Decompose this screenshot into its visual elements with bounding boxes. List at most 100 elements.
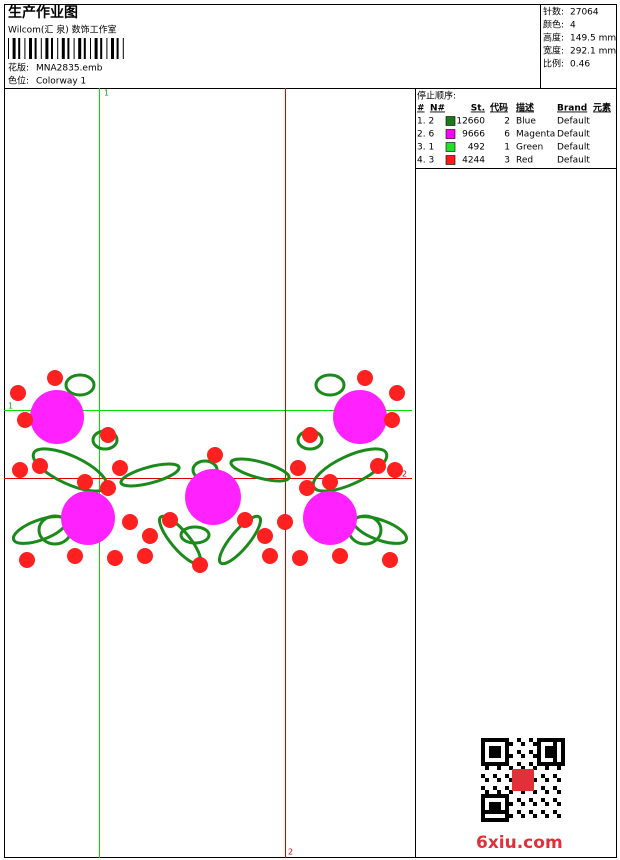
qr-cell [493,762,497,766]
subtitle: Wilcom(汇 泉) 数饰工作室 [8,24,117,36]
leaf [229,457,291,483]
berry [389,385,405,401]
qr-cell [557,802,561,806]
bar [57,38,59,59]
leaf [218,514,262,566]
qr-cell [553,754,557,758]
qr-cell [533,790,537,794]
qr-cell [505,806,509,810]
qr-cell [505,802,509,806]
berry [299,480,315,496]
bar [45,38,49,59]
qr-cell [505,746,509,750]
qr-cell [505,738,509,742]
berry [100,427,116,443]
qr-cell [489,818,493,822]
qr-cell [505,750,509,754]
qr-cell [505,742,509,746]
qr-cell [553,810,557,814]
qr-cell [481,762,485,766]
brand: Default [557,130,590,140]
frame [4,4,617,858]
guide-label: 2 [402,470,407,479]
qr-cell [521,814,525,818]
qr-cell [501,810,505,814]
qr-cell [493,818,497,822]
bar [67,38,70,59]
berry [112,460,128,476]
qr-cell [541,798,545,802]
column-header: 代码 [489,102,508,114]
qr-cell [493,750,497,754]
qr-cell [509,742,513,746]
qr-cell [545,754,549,758]
qr-cell [561,750,565,754]
qr-cell [561,746,565,750]
berry [207,447,223,463]
qr-cell [561,758,565,762]
qr-cell [541,762,545,766]
qr-cell [485,762,489,766]
berry [257,528,273,544]
row-index: 4. 3 [417,156,434,166]
qr-cell [521,742,525,746]
code: 2 [504,117,510,127]
qr-cell [497,802,501,806]
bar [29,38,32,59]
qr-cell [509,790,513,794]
qr-cell [489,754,493,758]
column-header: 元素 [593,102,611,114]
stop-title: 停止顺序: [417,90,456,102]
column-header: St. [471,104,485,114]
qr-cell [497,762,501,766]
qr-cell [541,786,545,790]
colorway: Colorway 1 [36,77,86,87]
qr-cell [505,794,509,798]
bar [111,38,114,59]
qr-cell [517,738,521,742]
qr-cell [509,778,513,782]
qr-cell [481,802,485,806]
bar [61,38,65,59]
watermark: 6xiu.com [476,833,563,853]
info-value: 292.1 mm [570,47,616,57]
berry [290,460,306,476]
qr-cell [481,758,485,762]
info-value: 149.5 mm [570,34,616,44]
color-swatch [445,142,456,152]
berry [100,480,116,496]
qr-cell [533,802,537,806]
description: Magenta [516,130,555,140]
leaf [119,462,181,488]
qr-cell [529,738,533,742]
qr-cell [541,810,545,814]
guide-label: 2 [288,848,293,857]
qr-cell [505,810,509,814]
qr-cell [497,818,501,822]
qr-cell [485,738,489,742]
qr-cell [549,746,553,750]
qr-cell [501,762,505,766]
qr-cell [501,794,505,798]
code: 6 [504,130,510,140]
title: 生产作业图 [8,4,78,21]
qr-cell [505,762,509,766]
qr-cell [545,762,549,766]
qr-cell [505,786,509,790]
berry [17,412,33,428]
stitches: 9666 [462,130,485,140]
qr-cell [493,794,497,798]
berry [67,548,83,564]
design-label: 花版: [8,62,29,74]
qr-cell [497,746,501,750]
qr-cell [493,806,497,810]
guide-label: 1 [8,402,13,411]
qr-cell [521,754,525,758]
berry [19,552,35,568]
bar [8,38,9,59]
qr-cell [541,774,545,778]
column-header: Brand [557,104,587,114]
qr-logo [512,769,534,791]
qr-cell [561,742,565,746]
qr-cell [493,738,497,742]
